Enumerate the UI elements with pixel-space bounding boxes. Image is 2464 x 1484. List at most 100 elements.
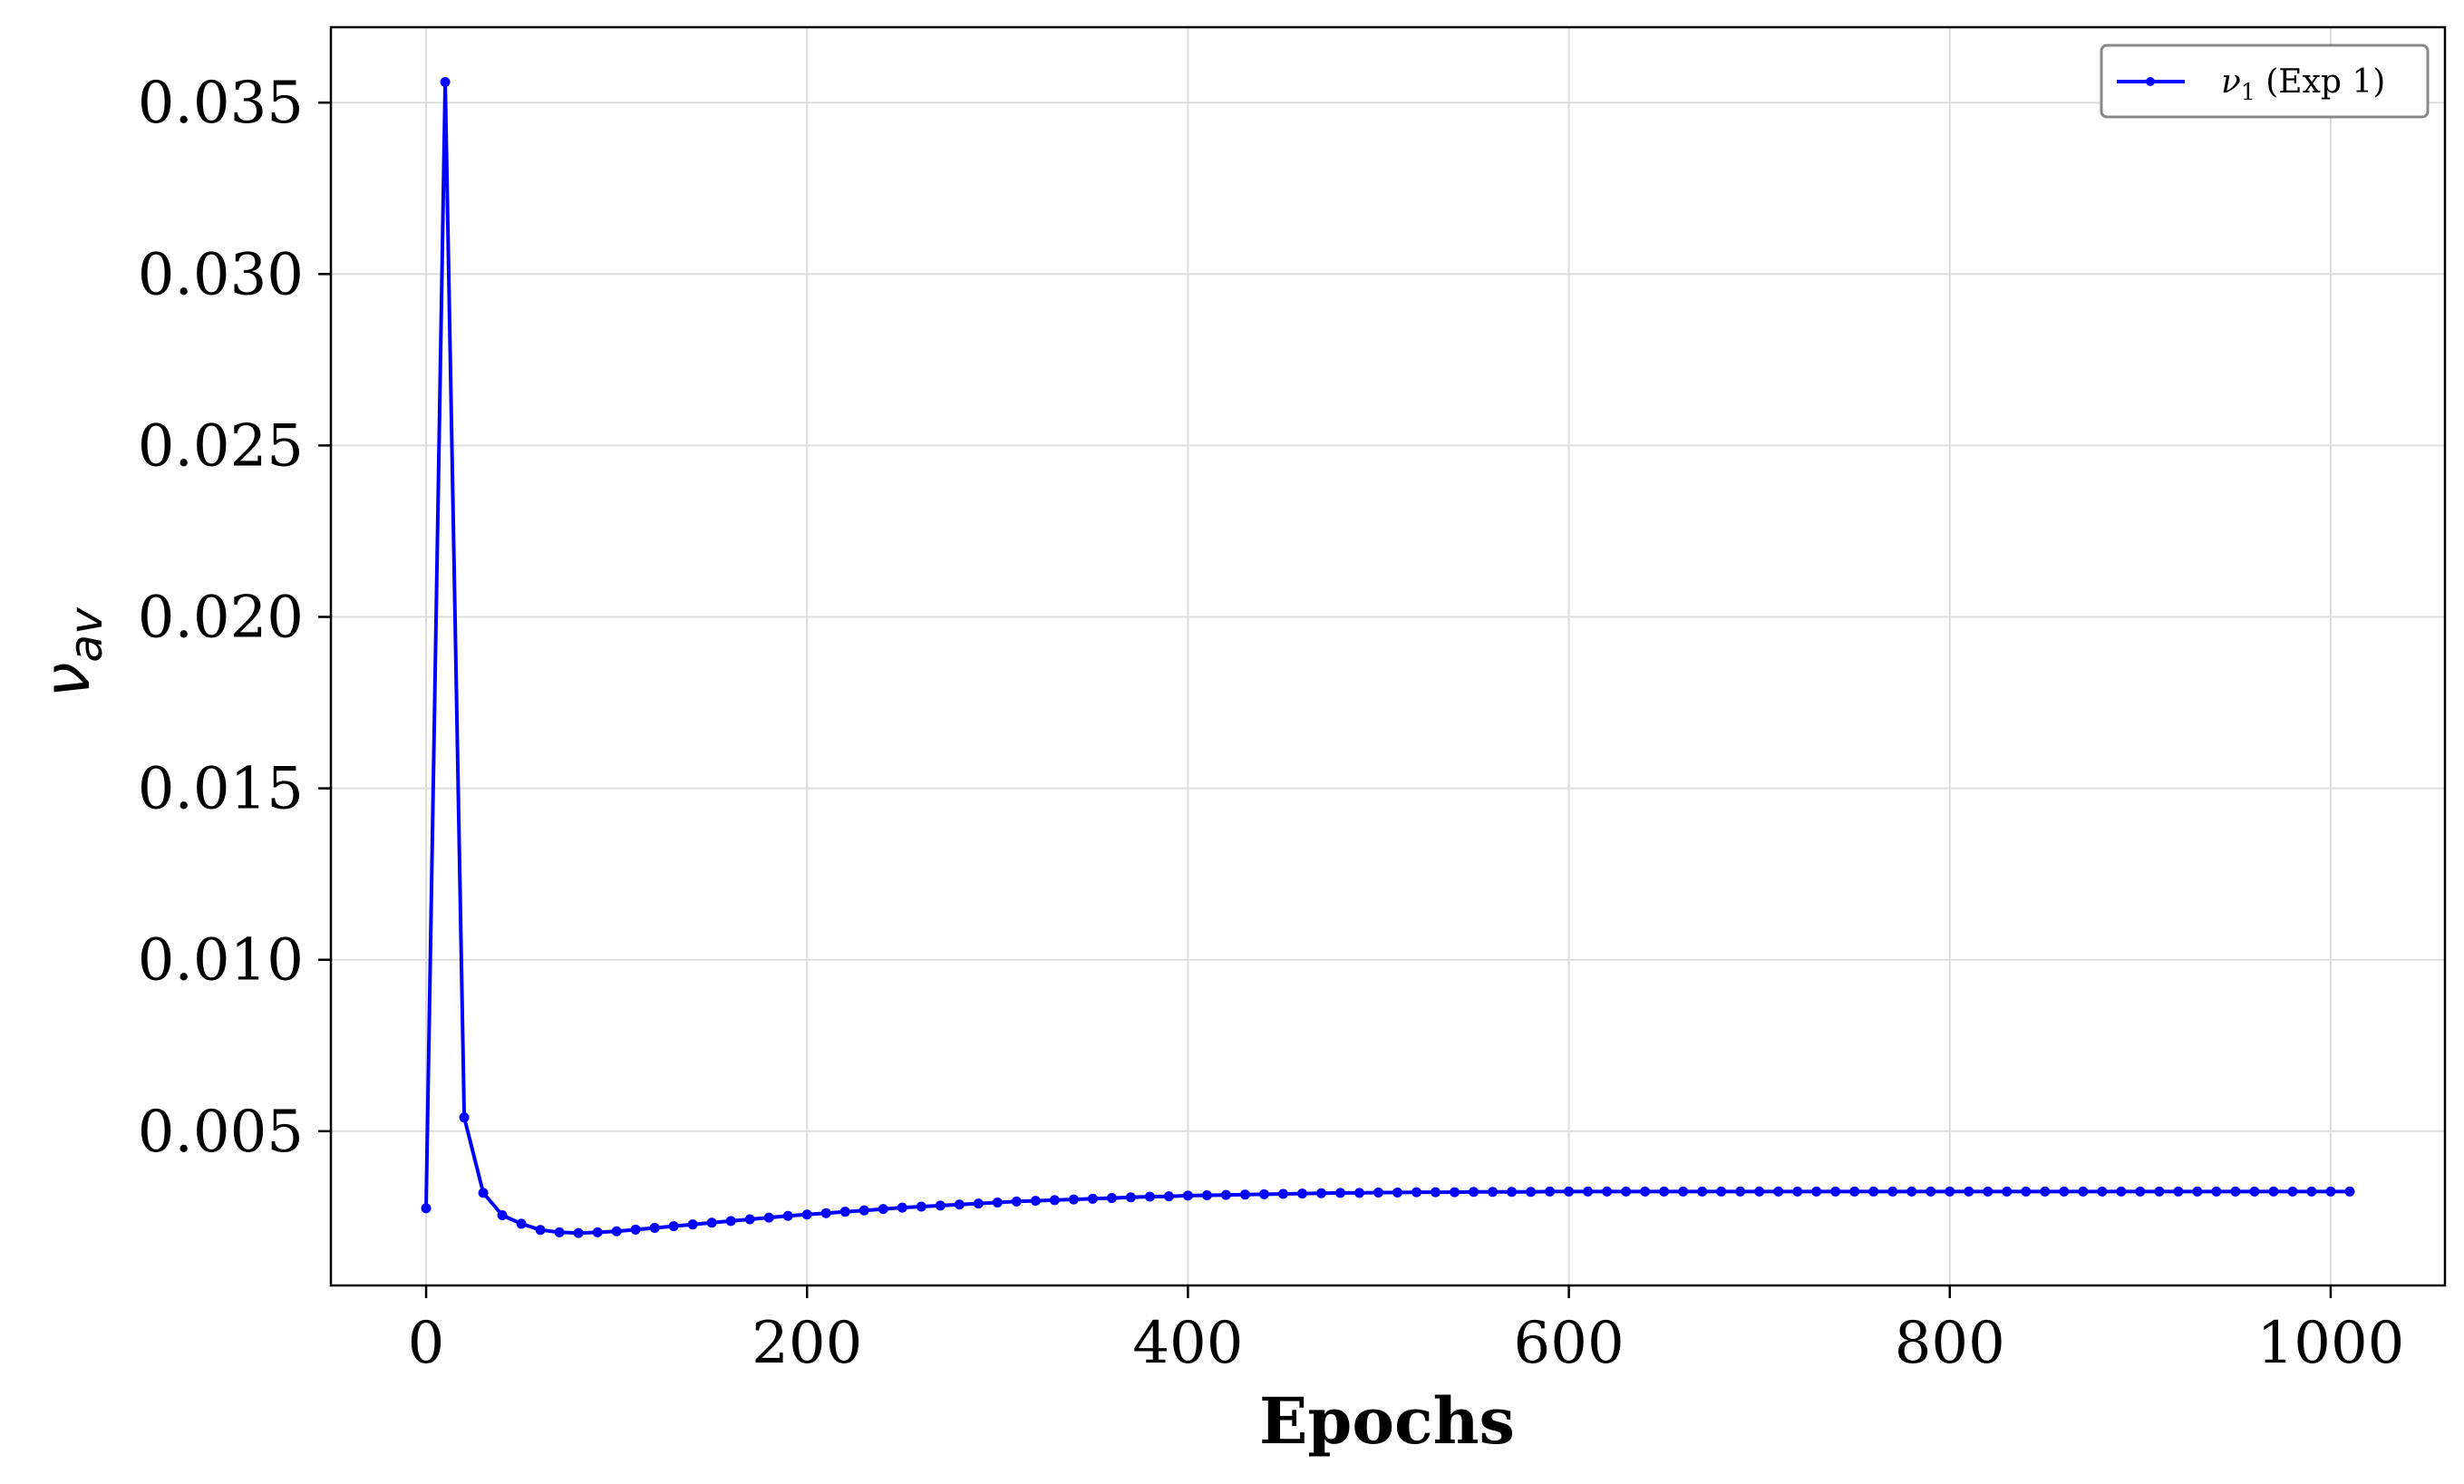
data-point bbox=[421, 1203, 432, 1214]
data-point bbox=[478, 1188, 489, 1198]
gridlines bbox=[331, 27, 2445, 1285]
data-point bbox=[1659, 1186, 1670, 1197]
data-point bbox=[649, 1222, 660, 1233]
data-point bbox=[1411, 1187, 1422, 1198]
data-point bbox=[2344, 1186, 2355, 1197]
data-point bbox=[668, 1221, 679, 1232]
data-point bbox=[1011, 1196, 1022, 1207]
data-point bbox=[497, 1209, 508, 1220]
data-point bbox=[630, 1224, 641, 1235]
data-point bbox=[897, 1202, 907, 1213]
y-tick-label: 0.035 bbox=[138, 70, 304, 137]
data-point bbox=[2287, 1186, 2298, 1197]
data-point bbox=[1983, 1186, 1994, 1197]
data-point bbox=[1431, 1187, 1441, 1198]
data-point bbox=[801, 1209, 812, 1220]
data-point bbox=[725, 1216, 736, 1227]
data-point bbox=[2249, 1186, 2260, 1197]
data-point bbox=[1906, 1186, 1917, 1197]
y-tick-label: 0.030 bbox=[138, 241, 304, 308]
data-point bbox=[1678, 1186, 1689, 1197]
x-tick-label: 400 bbox=[1132, 1310, 1243, 1377]
data-point bbox=[1068, 1194, 1079, 1205]
data-point bbox=[1735, 1186, 1746, 1197]
data-point bbox=[1163, 1191, 1174, 1202]
data-point bbox=[2135, 1186, 2146, 1197]
data-point bbox=[859, 1205, 869, 1216]
data-point bbox=[744, 1214, 755, 1225]
data-point bbox=[611, 1226, 622, 1237]
data-point bbox=[1296, 1188, 1307, 1199]
data-point bbox=[535, 1225, 546, 1236]
x-tick-label: 1000 bbox=[2257, 1310, 2405, 1377]
data-point bbox=[1754, 1186, 1765, 1197]
x-tick-label: 800 bbox=[1895, 1310, 2005, 1377]
legend-label-symbol: ν bbox=[2221, 63, 2241, 101]
data-point bbox=[1182, 1190, 1193, 1201]
series-layer bbox=[421, 77, 2355, 1238]
data-point bbox=[1602, 1186, 1613, 1197]
data-point bbox=[2192, 1186, 2203, 1197]
data-point bbox=[1220, 1189, 1231, 1200]
data-point bbox=[1277, 1188, 1288, 1199]
data-point bbox=[1144, 1191, 1155, 1202]
data-point bbox=[1334, 1188, 1345, 1198]
data-point bbox=[1507, 1187, 1518, 1198]
data-point bbox=[2173, 1186, 2184, 1197]
data-point bbox=[1697, 1186, 1708, 1197]
y-axis-label: νav bbox=[30, 606, 112, 698]
data-point bbox=[1373, 1188, 1383, 1198]
data-point bbox=[1030, 1196, 1041, 1207]
data-point bbox=[2021, 1186, 2032, 1197]
data-point bbox=[2154, 1186, 2165, 1197]
data-point bbox=[1830, 1186, 1841, 1197]
y-tick-label: 0.010 bbox=[138, 927, 304, 994]
x-tick-label: 0 bbox=[408, 1310, 445, 1377]
legend-label-subscript: 1 bbox=[2241, 79, 2255, 105]
data-point bbox=[1926, 1186, 1936, 1197]
data-point bbox=[1469, 1187, 1479, 1198]
legend: ν1 (Exp 1) bbox=[2100, 44, 2430, 119]
legend-label: ν1 (Exp 1) bbox=[2221, 63, 2385, 105]
axis-ticks: 0 200 400 600 800 1000 0.005 0.010 0.015 0.020 0.0… bbox=[138, 70, 2405, 1377]
data-point bbox=[1488, 1187, 1499, 1198]
data-point bbox=[1201, 1190, 1212, 1201]
data-point bbox=[1106, 1193, 1117, 1204]
data-point bbox=[1049, 1195, 1060, 1206]
data-point bbox=[1621, 1186, 1632, 1197]
data-point bbox=[2040, 1186, 2051, 1197]
data-point bbox=[592, 1227, 603, 1237]
data-point bbox=[763, 1212, 774, 1223]
data-point bbox=[516, 1218, 527, 1229]
y-tick-label: 0.020 bbox=[138, 585, 304, 652]
data-point bbox=[1450, 1187, 1460, 1198]
data-point bbox=[1239, 1189, 1250, 1200]
data-point bbox=[878, 1204, 888, 1215]
data-point bbox=[2268, 1186, 2279, 1197]
data-point bbox=[1258, 1188, 1269, 1199]
data-point bbox=[2306, 1186, 2317, 1197]
data-point bbox=[687, 1219, 698, 1230]
data-point bbox=[1868, 1186, 1879, 1197]
data-point bbox=[1773, 1186, 1784, 1197]
data-point bbox=[992, 1197, 1003, 1208]
data-point bbox=[2211, 1186, 2222, 1197]
data-point bbox=[1315, 1188, 1326, 1198]
x-axis-label: Epochs bbox=[1259, 1383, 1515, 1459]
data-point bbox=[935, 1200, 946, 1211]
legend-label-suffix: (Exp 1) bbox=[2255, 63, 2386, 101]
plot-frame bbox=[329, 25, 2447, 1287]
data-point bbox=[782, 1210, 793, 1221]
data-point bbox=[916, 1201, 926, 1212]
data-point bbox=[2230, 1186, 2241, 1197]
y-axis-label-symbol: ν bbox=[30, 663, 104, 698]
data-point bbox=[2097, 1186, 2108, 1197]
y-tick-label: 0.005 bbox=[138, 1099, 304, 1166]
data-point bbox=[1353, 1188, 1364, 1198]
data-point bbox=[1716, 1186, 1727, 1197]
data-point bbox=[1125, 1192, 1136, 1203]
data-point bbox=[706, 1217, 717, 1228]
x-tick-label: 200 bbox=[752, 1310, 862, 1377]
data-point bbox=[1087, 1193, 1098, 1204]
